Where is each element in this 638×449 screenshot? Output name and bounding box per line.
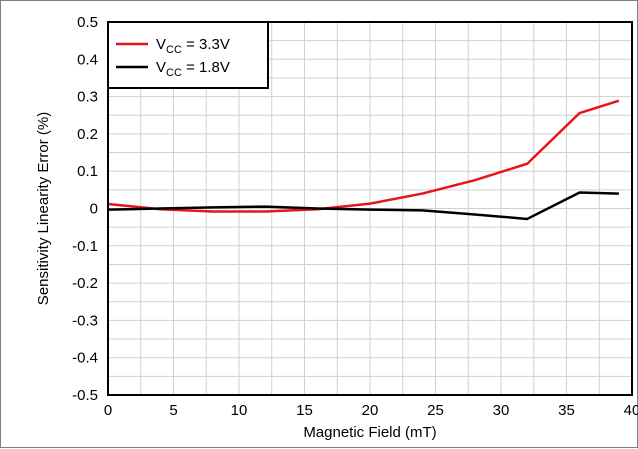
x-tick-label: 30 (493, 402, 510, 419)
x-tick-label: 40 (624, 402, 638, 419)
x-axis-label: Magnetic Field (mT) (303, 424, 436, 441)
legend-label-0: VCC = 3.3V (156, 36, 230, 56)
series-line-0 (107, 99, 620, 213)
y-axis-ticks: 0.5 0.4 0.3 0.2 0.1 0 -0.1 -0.2 -0.3 -0.4 -0.5 (72, 14, 98, 404)
x-tick-label: 15 (296, 402, 313, 419)
x-tick-label: 20 (362, 402, 379, 419)
x-tick-label: 10 (231, 402, 248, 419)
y-axis-label: Sensitivity Linearity Error (%) (35, 112, 52, 305)
series-line-1 (107, 191, 619, 221)
y-tick-label: -0.3 (72, 312, 98, 329)
legend-box (107, 21, 269, 89)
x-axis-ticks: 0 5 10 15 20 25 30 35 40 (104, 402, 638, 419)
plot-area-border (107, 21, 633, 396)
series-lines (107, 99, 620, 221)
y-tick-label: -0.5 (72, 387, 98, 404)
y-tick-label: -0.1 (72, 238, 98, 255)
x-tick-label: 5 (169, 402, 177, 419)
x-tick-label: 0 (104, 402, 112, 419)
x-tick-label: 25 (427, 402, 444, 419)
y-tick-label: 0.2 (77, 126, 98, 143)
y-tick-label: 0.3 (77, 89, 98, 106)
y-tick-label: -0.4 (72, 350, 98, 367)
y-tick-label: -0.2 (72, 275, 98, 292)
legend: VCC = 3.3V VCC = 1.8V (107, 21, 269, 89)
legend-label-1: VCC = 1.8V (156, 59, 230, 79)
y-tick-label: 0.5 (77, 14, 98, 31)
y-tick-label: 0.1 (77, 163, 98, 180)
x-tick-label: 35 (558, 402, 575, 419)
y-tick-label: 0.4 (77, 51, 98, 68)
y-tick-label: 0 (90, 201, 98, 218)
